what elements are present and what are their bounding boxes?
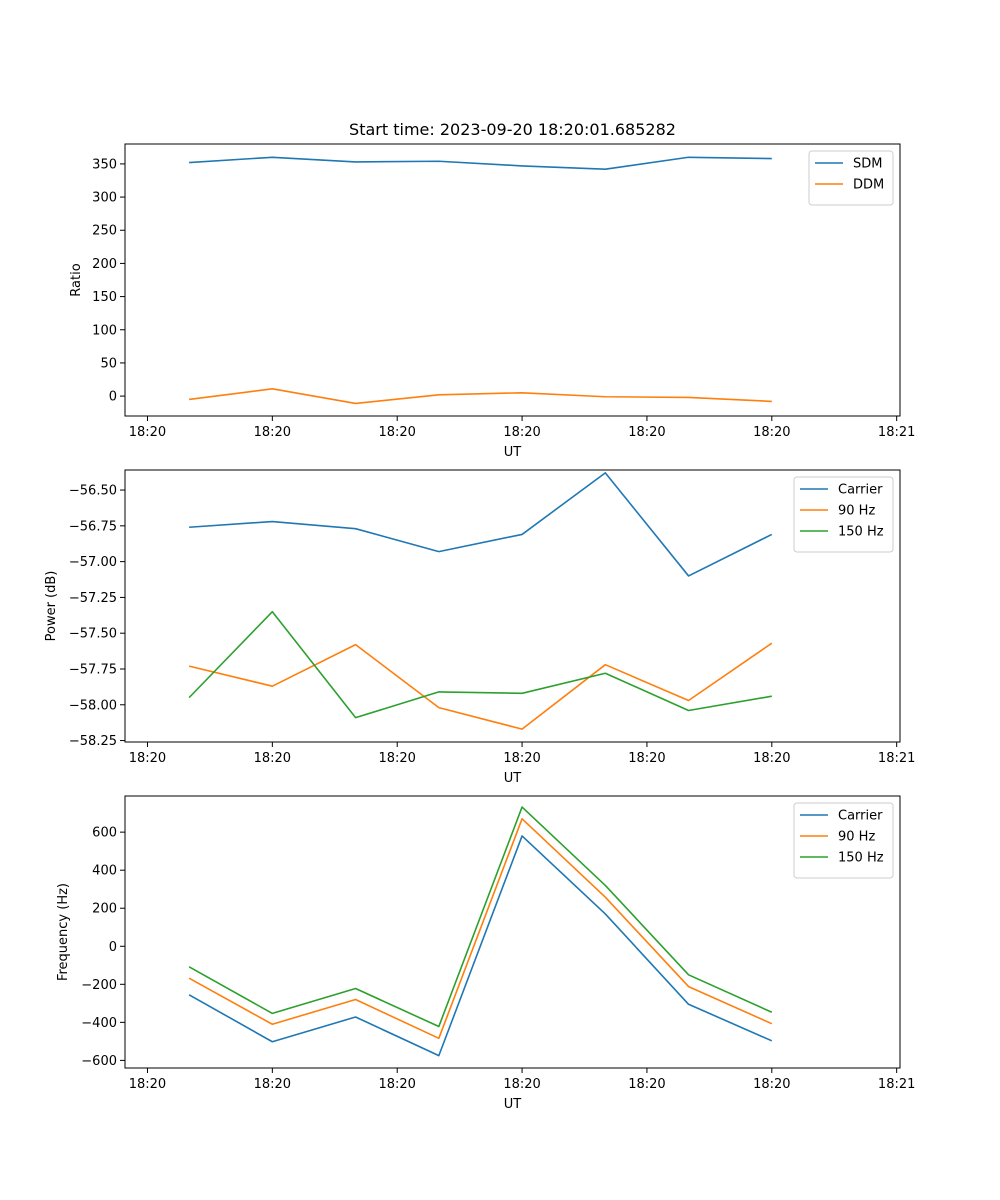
frequency-x-tick-label: 18:20 bbox=[378, 1077, 415, 1092]
power-y-tick-label: −56.50 bbox=[69, 484, 117, 499]
power-x-tick-label: 18:20 bbox=[129, 751, 166, 766]
frequency-x-tick-label: 18:20 bbox=[628, 1077, 665, 1092]
power-y-tick-label: −57.50 bbox=[69, 627, 117, 642]
ratio-x-tick-label: 18:20 bbox=[254, 425, 291, 440]
ratio-x-tick-label: 18:21 bbox=[878, 425, 915, 440]
power-x-tick-label: 18:21 bbox=[878, 751, 915, 766]
power-plot-frame bbox=[124, 469, 901, 743]
frequency-legend-label-90-hz: 90 Hz bbox=[838, 830, 875, 845]
power-legend-label-90-hz: 90 Hz bbox=[838, 504, 875, 519]
frequency-legend-label-150-hz: 150 Hz bbox=[838, 851, 884, 866]
frequency-x-tick-label: 18:20 bbox=[753, 1077, 790, 1092]
frequency-legend-label-carrier: Carrier bbox=[838, 809, 883, 824]
ratio-legend-label-sdm: SDM bbox=[853, 157, 882, 172]
power-series-90-hz bbox=[188, 642, 773, 730]
power-x-tick-label: 18:20 bbox=[254, 751, 291, 766]
ratio-y-tick-label: 300 bbox=[92, 191, 117, 206]
power-y-tick-label: −56.75 bbox=[69, 519, 117, 534]
ratio-plot-frame bbox=[124, 143, 901, 417]
ratio-y-tick-label: 50 bbox=[100, 356, 117, 371]
power-series-150-hz bbox=[188, 610, 772, 719]
power-x-tick-label: 18:20 bbox=[378, 751, 415, 766]
ratio-legend-label-ddm: DDM bbox=[853, 178, 884, 193]
frequency-panel: 18:20 18:20 18:20 18:20 18:20 18:20 18:21 −600 −… bbox=[56, 795, 915, 1112]
frequency-x-tick-label: 18:20 bbox=[503, 1077, 540, 1092]
power-y-tick-label: −58.00 bbox=[69, 698, 117, 713]
ratio-x-tick-label: 18:20 bbox=[129, 425, 166, 440]
ratio-legend-box bbox=[808, 150, 894, 206]
frequency-series-90-hz bbox=[188, 818, 773, 1040]
power-legend-label-carrier: Carrier bbox=[838, 483, 883, 498]
figure-title: Start time: 2023-09-20 18:20:01.685282 bbox=[349, 120, 676, 139]
power-x-axis-label: UT bbox=[504, 771, 522, 786]
power-x-tick-label: 18:20 bbox=[753, 751, 790, 766]
frequency-x-tick-label: 18:20 bbox=[129, 1077, 166, 1092]
ratio-series-sdm bbox=[189, 156, 772, 171]
ratio-x-tick-label: 18:20 bbox=[628, 425, 665, 440]
power-legend: Carrier 90 Hz 150 Hz bbox=[793, 476, 894, 553]
power-series-carrier bbox=[189, 472, 773, 577]
frequency-x-axis-label: UT bbox=[504, 1097, 522, 1112]
frequency-x-tick-label: 18:21 bbox=[878, 1077, 915, 1092]
frequency-series-150-hz bbox=[188, 806, 773, 1028]
power-panel: 18:20 18:20 18:20 18:20 18:20 18:20 18:21 −58.2… bbox=[44, 469, 915, 786]
ratio-y-axis-label: Ratio bbox=[69, 263, 84, 296]
frequency-legend: Carrier 90 Hz 150 Hz bbox=[793, 802, 894, 879]
power-y-tick-label: −57.75 bbox=[69, 662, 117, 677]
ratio-y-tick-label: 150 bbox=[92, 290, 117, 305]
frequency-y-tick-label: 600 bbox=[92, 826, 117, 841]
ratio-legend: SDM DDM bbox=[808, 150, 894, 206]
frequency-y-tick-label: 200 bbox=[92, 902, 117, 917]
frequency-plot-frame bbox=[124, 795, 901, 1069]
ratio-x-axis-label: UT bbox=[504, 445, 522, 460]
power-legend-label-150-hz: 150 Hz bbox=[838, 525, 884, 540]
power-y-axis-label: Power (dB) bbox=[44, 571, 59, 642]
frequency-y-tick-label: 0 bbox=[109, 940, 117, 955]
frequency-x-tick-label: 18:20 bbox=[254, 1077, 291, 1092]
ratio-y-tick-label: 200 bbox=[92, 257, 117, 272]
ratio-y-tick-label: 250 bbox=[92, 224, 117, 239]
ratio-x-tick-label: 18:20 bbox=[378, 425, 415, 440]
power-y-tick-label: −57.25 bbox=[69, 591, 117, 606]
power-y-tick-label: −57.00 bbox=[69, 555, 117, 570]
ratio-x-tick-label: 18:20 bbox=[753, 425, 790, 440]
ratio-series-ddm bbox=[188, 387, 772, 405]
ratio-x-tick-label: 18:20 bbox=[503, 425, 540, 440]
frequency-y-tick-label: −200 bbox=[81, 978, 117, 993]
frequency-y-tick-label: −600 bbox=[81, 1054, 117, 1069]
ratio-y-tick-label: 100 bbox=[92, 323, 117, 338]
power-x-tick-label: 18:20 bbox=[628, 751, 665, 766]
ratio-panel: 18:20 18:20 18:20 18:20 18:20 18:20 18:21 0 50 10… bbox=[69, 143, 915, 460]
frequency-y-axis-label: Frequency (Hz) bbox=[56, 883, 71, 981]
ratio-y-tick-label: 350 bbox=[92, 157, 117, 172]
power-y-tick-label: −58.25 bbox=[69, 734, 117, 749]
power-x-tick-label: 18:20 bbox=[503, 751, 540, 766]
frequency-series-carrier bbox=[188, 835, 773, 1057]
frequency-y-tick-label: −400 bbox=[81, 1016, 117, 1031]
power-legend-box bbox=[793, 476, 894, 553]
frequency-legend-box bbox=[793, 802, 894, 879]
ratio-y-tick-label: 0 bbox=[109, 390, 117, 405]
frequency-y-tick-label: 400 bbox=[92, 864, 117, 879]
